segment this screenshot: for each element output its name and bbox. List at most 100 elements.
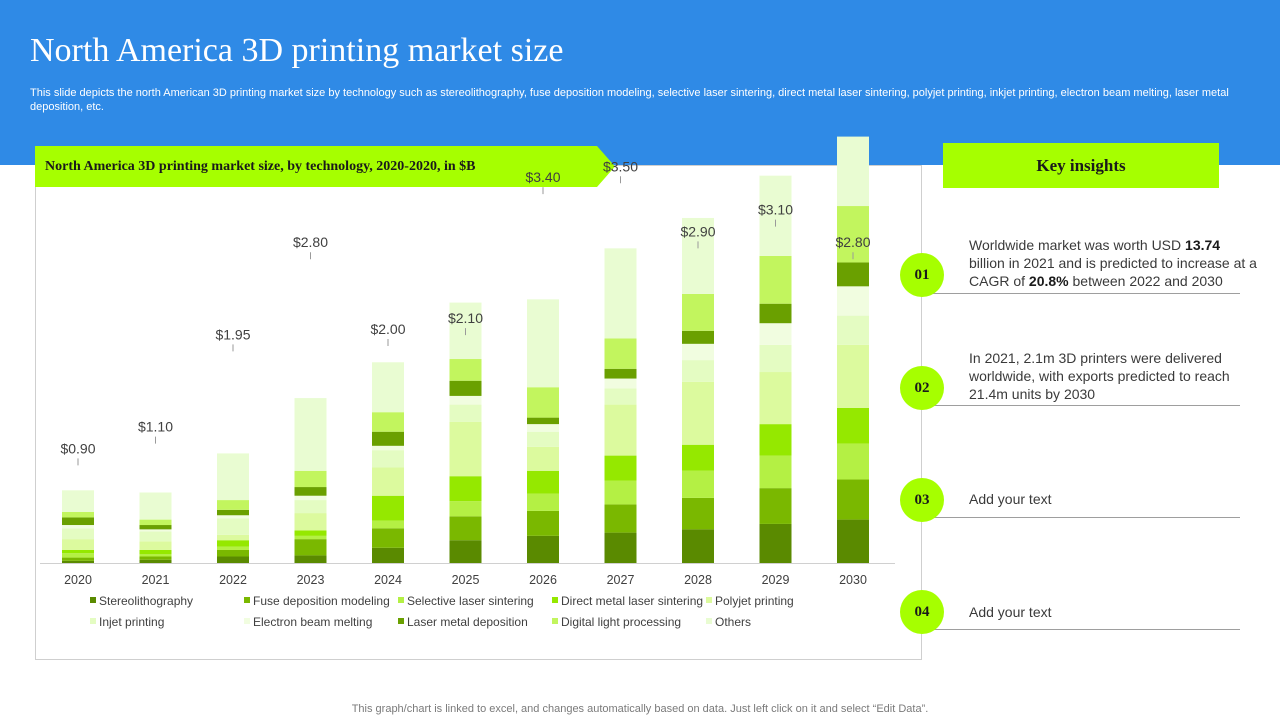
bar-segment[interactable] — [837, 344, 869, 408]
bar-segment[interactable] — [449, 359, 482, 381]
bar-segment[interactable] — [682, 293, 714, 331]
bar-segment[interactable] — [139, 554, 172, 557]
bar-segment[interactable] — [527, 535, 559, 563]
bar-segment[interactable] — [217, 453, 249, 501]
bar-segment[interactable] — [759, 303, 792, 324]
bar-segment[interactable] — [294, 470, 327, 488]
bar-segment[interactable] — [449, 421, 482, 477]
bar-segment[interactable] — [682, 360, 714, 382]
bar-segment[interactable] — [759, 323, 792, 345]
bar-segment[interactable] — [604, 248, 637, 339]
bar-segment[interactable] — [217, 500, 249, 510]
bar-segment[interactable] — [139, 541, 172, 550]
bar-segment[interactable] — [294, 530, 327, 536]
bar-segment[interactable] — [604, 532, 637, 563]
bar-segment[interactable] — [682, 217, 714, 294]
bar-segment[interactable] — [837, 136, 869, 207]
bar-segment[interactable] — [527, 431, 559, 447]
bar-segment[interactable] — [837, 315, 869, 345]
bar-segment[interactable] — [527, 446, 559, 471]
bar-segment[interactable] — [759, 488, 792, 524]
bar-segment[interactable] — [837, 443, 869, 480]
bar-segment[interactable] — [294, 495, 327, 501]
bar-segment[interactable] — [837, 286, 869, 316]
bar-segment[interactable] — [527, 424, 559, 432]
bar-segment[interactable] — [759, 372, 792, 425]
bar-segment[interactable] — [217, 515, 249, 519]
bar-segment[interactable] — [682, 381, 714, 445]
bar-segment[interactable] — [604, 368, 637, 379]
bar-segment[interactable] — [372, 362, 404, 413]
bar-segment[interactable] — [217, 546, 249, 550]
bar-segment[interactable] — [837, 479, 869, 520]
bar-segment[interactable] — [294, 398, 327, 471]
bar-segment[interactable] — [527, 417, 559, 425]
bar-segment[interactable] — [837, 262, 869, 287]
bar-segment[interactable] — [217, 518, 249, 535]
bar-segment[interactable] — [139, 525, 172, 530]
bar-segment[interactable] — [217, 549, 249, 557]
bar-segment[interactable] — [62, 490, 94, 513]
bar-segment[interactable] — [62, 560, 94, 563]
bar-segment[interactable] — [604, 378, 637, 389]
bar-segment[interactable] — [294, 513, 327, 531]
bar-segment[interactable] — [682, 343, 714, 361]
bar-segment[interactable] — [372, 547, 404, 563]
bar-segment[interactable] — [139, 519, 172, 526]
bar-segment[interactable] — [682, 529, 714, 563]
bar-segment[interactable] — [372, 520, 404, 529]
bar-segment[interactable] — [217, 540, 249, 547]
bar-segment[interactable] — [139, 492, 172, 520]
bar-segment[interactable] — [837, 519, 869, 563]
bar-segment[interactable] — [759, 455, 792, 489]
bar-segment[interactable] — [294, 500, 327, 514]
bar-segment[interactable] — [449, 501, 482, 517]
bar-segment[interactable] — [372, 412, 404, 432]
bar-segment[interactable] — [604, 404, 637, 456]
bar-segment[interactable] — [217, 534, 249, 541]
bar-segment[interactable] — [604, 388, 637, 405]
bar-segment[interactable] — [62, 528, 94, 540]
bar-segment[interactable] — [62, 539, 94, 550]
bar-segment[interactable] — [449, 476, 482, 502]
bar-segment[interactable] — [682, 470, 714, 498]
bar-segment[interactable] — [604, 480, 637, 505]
bar-segment[interactable] — [527, 510, 559, 536]
bar-segment[interactable] — [217, 509, 249, 516]
bar-segment[interactable] — [294, 555, 327, 563]
bar-segment[interactable] — [604, 504, 637, 533]
bar-segment[interactable] — [604, 455, 637, 481]
bar-segment[interactable] — [372, 445, 404, 451]
bar-segment[interactable] — [759, 424, 792, 456]
bar-segment[interactable] — [837, 407, 869, 444]
bar-segment[interactable] — [759, 344, 792, 373]
bar-segment[interactable] — [62, 549, 94, 554]
bar-segment[interactable] — [62, 525, 94, 529]
bar-segment[interactable] — [62, 512, 94, 518]
bar-segment[interactable] — [759, 255, 792, 304]
bar-segment[interactable] — [62, 553, 94, 558]
bar-segment[interactable] — [372, 431, 404, 446]
bar-segment[interactable] — [62, 557, 94, 561]
bar-segment[interactable] — [449, 404, 482, 422]
bar-segment[interactable] — [527, 299, 559, 388]
bar-segment[interactable] — [372, 467, 404, 496]
bar-segment[interactable] — [449, 380, 482, 396]
bar-segment[interactable] — [449, 516, 482, 541]
bar-segment[interactable] — [139, 529, 172, 532]
bar-segment[interactable] — [372, 528, 404, 548]
bar-segment[interactable] — [682, 497, 714, 530]
bar-segment[interactable] — [527, 387, 559, 418]
bar-segment[interactable] — [372, 495, 404, 521]
bar-segment[interactable] — [759, 523, 792, 563]
bar-segment[interactable] — [372, 450, 404, 468]
bar-segment[interactable] — [294, 539, 327, 556]
bar-segment[interactable] — [527, 493, 559, 511]
bar-segment[interactable] — [294, 487, 327, 496]
bar-segment[interactable] — [139, 531, 172, 542]
bar-segment[interactable] — [139, 556, 172, 560]
bar-segment[interactable] — [604, 338, 637, 369]
bar-segment[interactable] — [62, 517, 94, 526]
bar-segment[interactable] — [449, 540, 482, 563]
